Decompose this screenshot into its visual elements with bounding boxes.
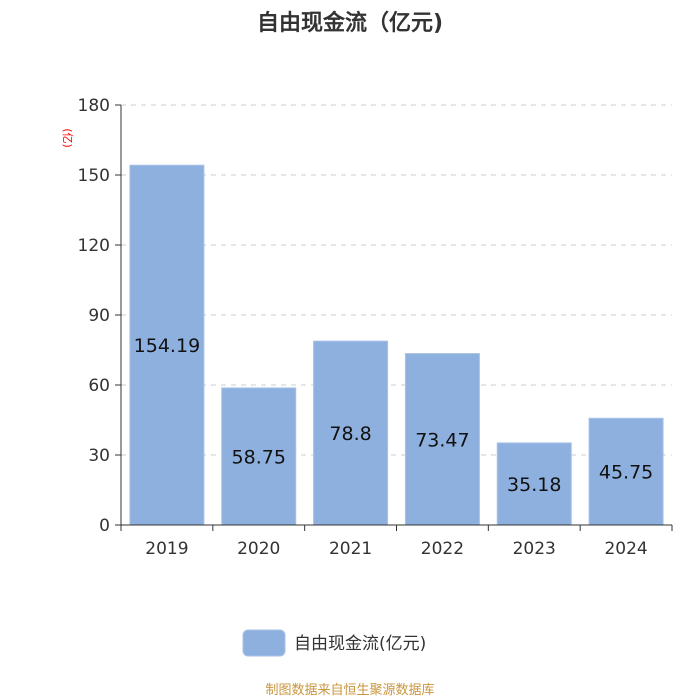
legend-swatch[interactable] bbox=[242, 629, 286, 657]
legend[interactable]: 自由现金流(亿元) bbox=[242, 629, 426, 657]
x-tick-label-2023: 2023 bbox=[513, 539, 556, 559]
x-tick-label-2024: 2024 bbox=[604, 539, 647, 559]
data-label-2024: 45.75 bbox=[599, 462, 653, 484]
y-tick-label-150: 150 bbox=[78, 166, 110, 186]
y-axis-unit-label: (亿) bbox=[61, 128, 74, 148]
x-tick-label-2021: 2021 bbox=[329, 539, 372, 559]
bar-2022[interactable] bbox=[404, 353, 480, 526]
axes: 0 30 60 90 120 150 180 2019 2020 2021 2022 2023 2024 bbox=[78, 96, 673, 559]
x-tick-label-2020: 2020 bbox=[237, 539, 280, 559]
x-tick-label-2022: 2022 bbox=[421, 539, 464, 559]
y-tick-label-60: 60 bbox=[88, 376, 110, 396]
data-labels: 154.19 58.75 78.8 73.47 35.18 45.75 bbox=[134, 335, 654, 496]
data-label-2019: 154.19 bbox=[134, 335, 200, 357]
y-tick-label-180: 180 bbox=[78, 96, 110, 116]
y-tick-label-90: 90 bbox=[88, 306, 110, 326]
bar-2019[interactable] bbox=[129, 164, 205, 526]
bars bbox=[129, 164, 664, 526]
legend-label[interactable]: 自由现金流(亿元) bbox=[294, 634, 426, 654]
data-label-2020: 58.75 bbox=[232, 446, 286, 468]
y-tick-label-30: 30 bbox=[88, 446, 110, 466]
bar-2024[interactable] bbox=[588, 417, 664, 526]
chart-title: 自由现金流（亿元) bbox=[257, 10, 443, 36]
x-tick-label-2019: 2019 bbox=[145, 539, 188, 559]
data-label-2021: 78.8 bbox=[329, 423, 371, 445]
source-note: 制图数据来自恒生聚源数据库 bbox=[265, 682, 434, 698]
bar-2023[interactable] bbox=[496, 442, 572, 526]
bar-2020[interactable] bbox=[221, 387, 297, 526]
y-tick-label-0: 0 bbox=[99, 516, 110, 536]
bar-2021[interactable] bbox=[313, 340, 389, 526]
y-tick-label-120: 120 bbox=[78, 236, 110, 256]
data-label-2022: 73.47 bbox=[415, 429, 469, 451]
data-label-2023: 35.18 bbox=[507, 474, 561, 496]
grid-lines bbox=[121, 104, 672, 456]
